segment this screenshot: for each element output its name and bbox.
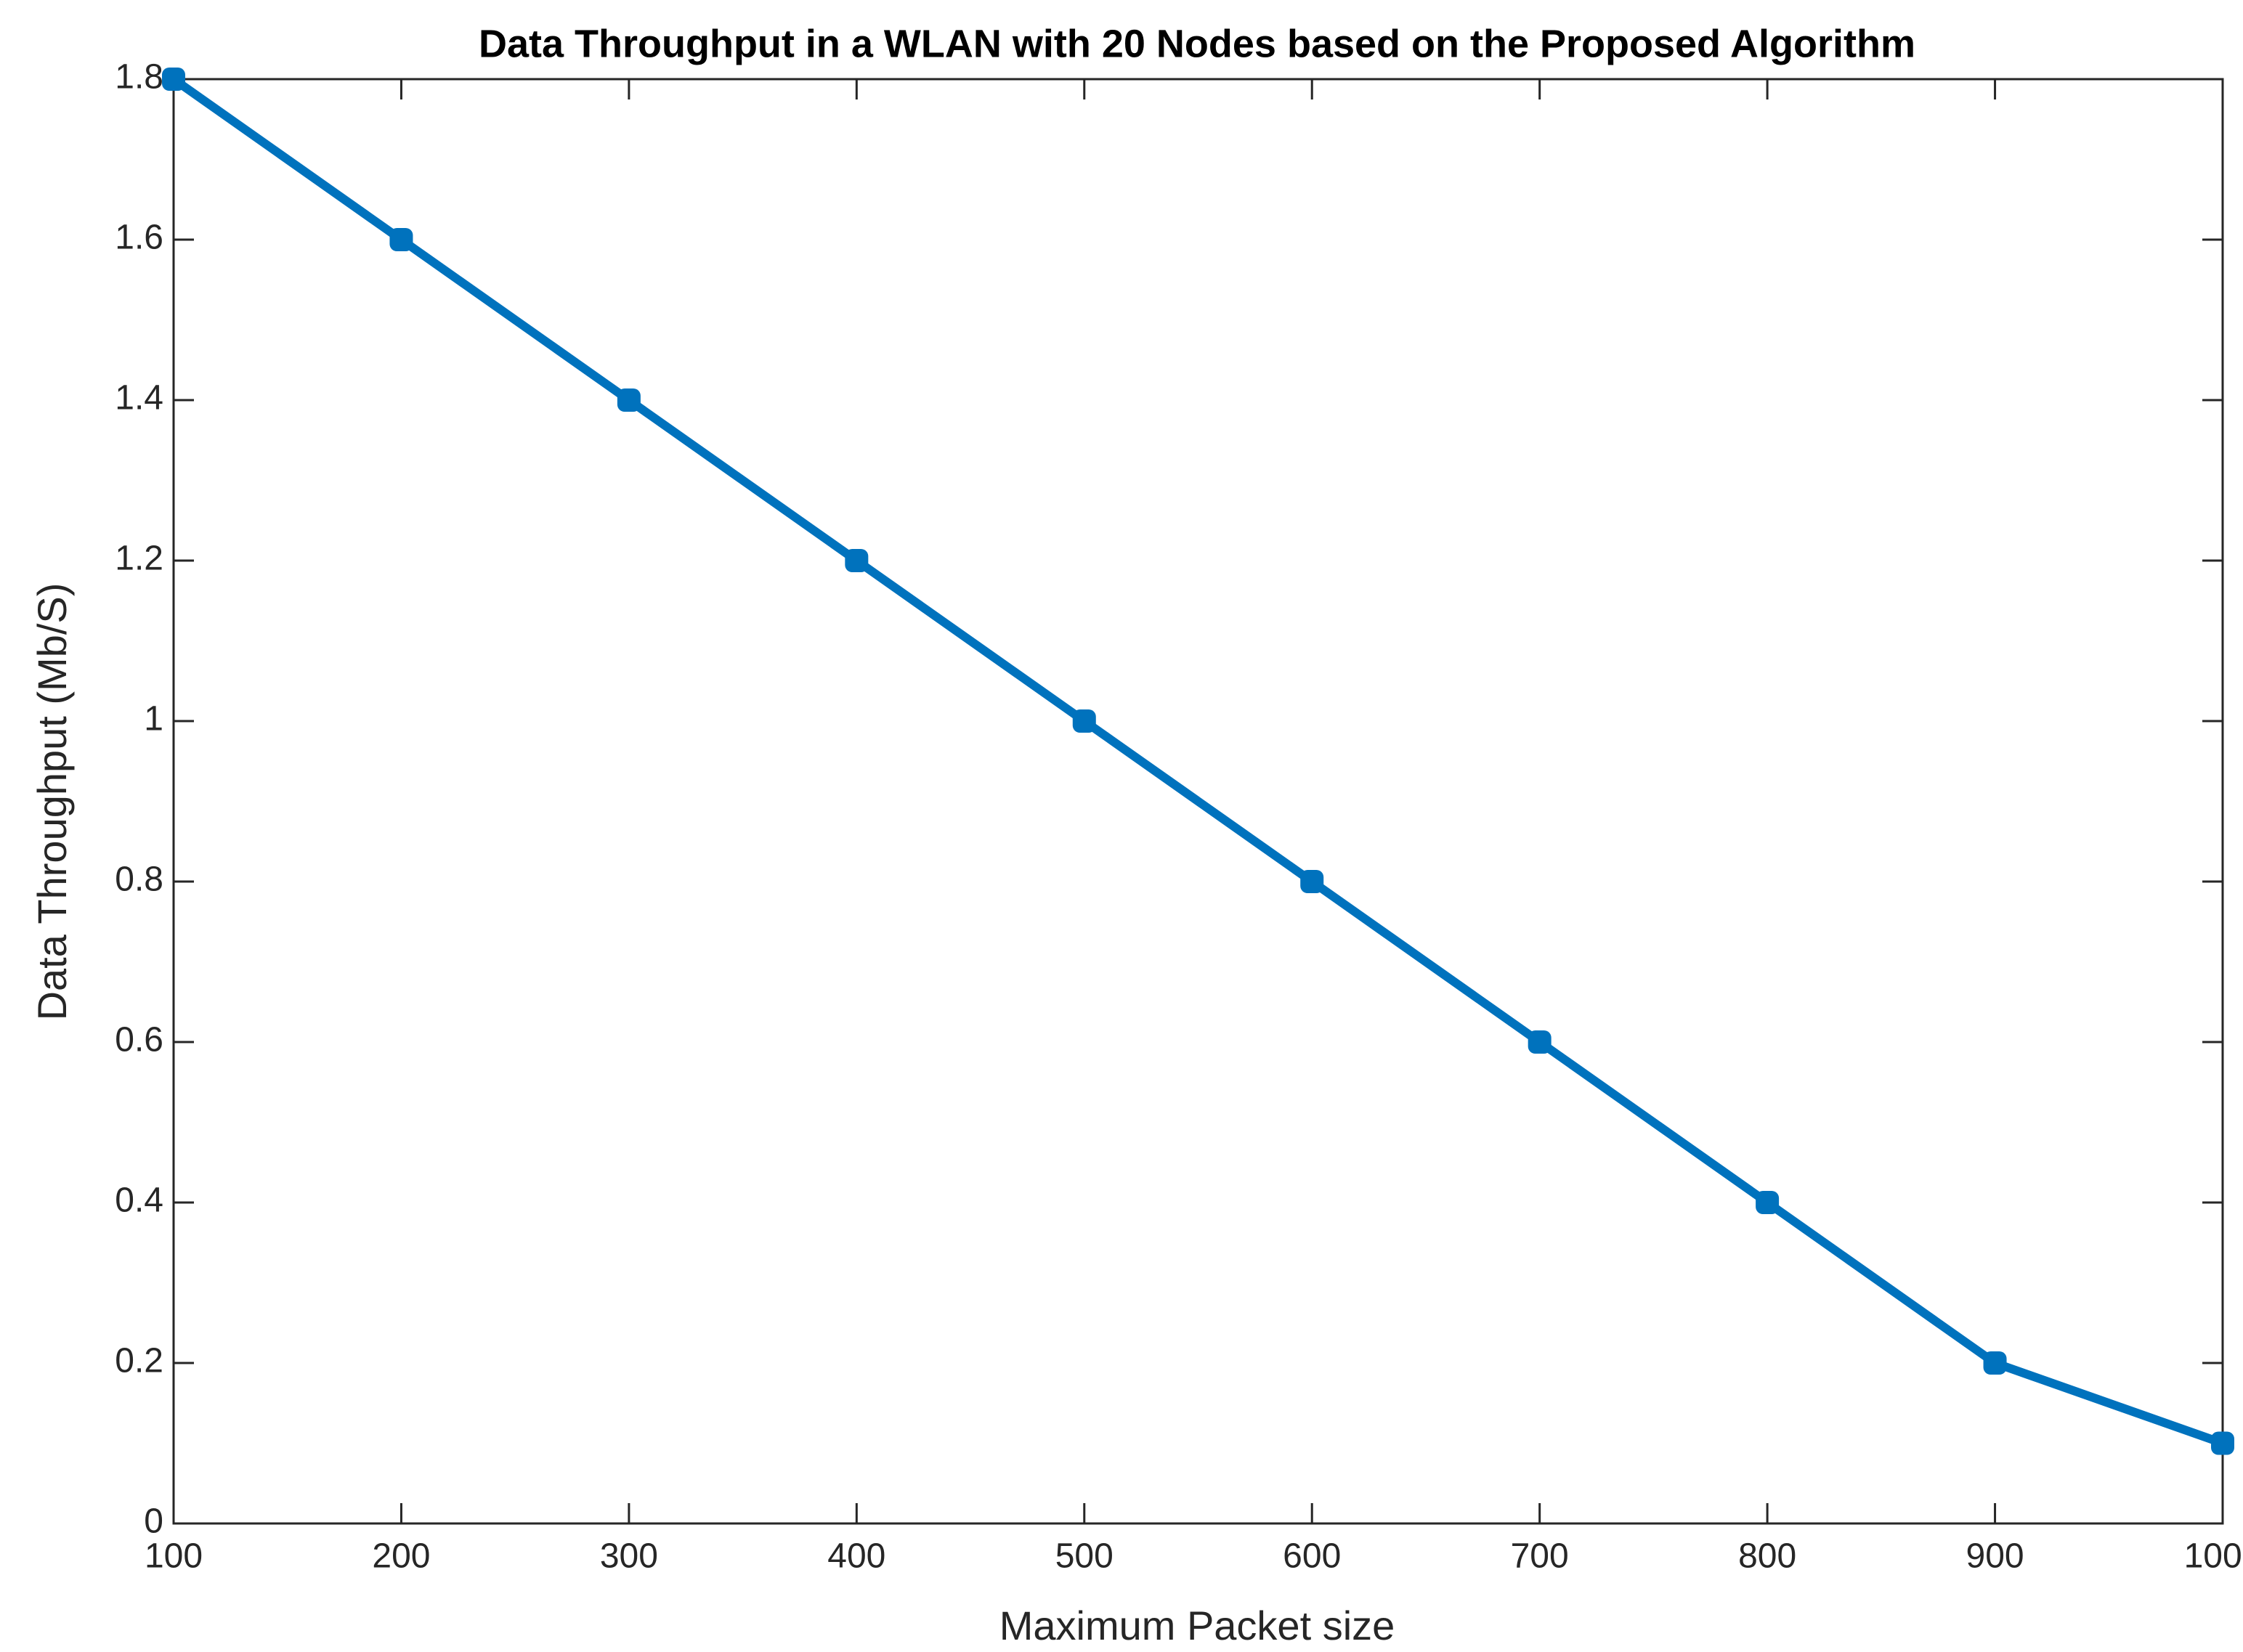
- x-tick-label: 1000: [2184, 1537, 2243, 1576]
- y-tick-label: 0.8: [115, 860, 163, 899]
- data-point: [2211, 1431, 2234, 1455]
- x-tick-label: 200: [372, 1537, 430, 1576]
- y-tick-label: 0.4: [115, 1181, 163, 1220]
- y-axis-label: Data Throughput (Mb/S): [29, 583, 75, 1021]
- data-line: [171, 76, 2224, 1448]
- y-tick-label: 1: [144, 700, 163, 738]
- x-tick-label: 300: [600, 1537, 658, 1576]
- chart-title: Data Throughput in a WLAN with 20 Nodes …: [479, 22, 1915, 65]
- x-tick-label: 500: [1055, 1537, 1114, 1576]
- data-point: [1983, 1351, 2007, 1375]
- data-point: [617, 388, 641, 412]
- y-tick-label: 1.6: [115, 219, 163, 257]
- x-axis-label: Maximum Packet size: [999, 1603, 1395, 1648]
- data-point: [1072, 709, 1096, 733]
- y-tick-label: 0.2: [115, 1342, 163, 1380]
- x-tick-label: 900: [1966, 1537, 2024, 1576]
- data-point: [1300, 870, 1324, 893]
- y-tick-label: 1.2: [115, 540, 163, 578]
- y-tick-label: 1.4: [115, 379, 163, 418]
- data-point: [845, 549, 869, 572]
- x-tick-label: 100: [145, 1537, 203, 1576]
- y-tick-label: 1.8: [115, 58, 163, 97]
- data-point: [1756, 1191, 1780, 1214]
- x-tick-label: 800: [1738, 1537, 1796, 1576]
- x-tick-label: 600: [1283, 1537, 1341, 1576]
- plot-frame: [172, 78, 2224, 1525]
- data-point: [1528, 1030, 1552, 1054]
- data-point: [162, 68, 185, 91]
- y-tick-label: 0.6: [115, 1021, 163, 1059]
- data-point: [389, 228, 413, 251]
- x-tick-label: 700: [1511, 1537, 1569, 1576]
- y-tick-label: 0: [144, 1502, 163, 1541]
- x-tick-label: 400: [827, 1537, 885, 1576]
